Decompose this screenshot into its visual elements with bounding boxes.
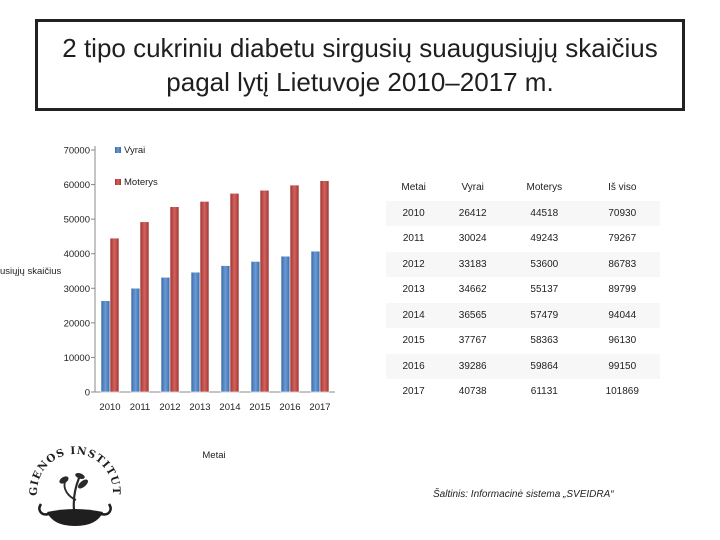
table-cell: 44518 (504, 200, 585, 226)
bar-moterys (289, 184, 300, 393)
y-tick-label: 20000 (64, 318, 90, 329)
bar-moterys (319, 180, 330, 393)
x-axis-title: Metai (202, 450, 225, 461)
table-row: 2010 26412 44518 70930 (386, 200, 660, 226)
table-cell: 2012 (386, 251, 442, 277)
y-axis-title: usiųjų skaičius (0, 266, 61, 277)
table-header-row: Metai Vyrai Moterys Iš viso (386, 175, 660, 201)
table-cell: 37767 (441, 328, 505, 354)
svg-text:HIGIENOS INSTITUTAS: HIGIENOS INSTITUTAS (27, 440, 122, 496)
table-cell: 2011 (386, 226, 442, 252)
table-header-men: Vyrai (441, 175, 505, 201)
table-header-total: Iš viso (584, 175, 660, 201)
table-cell: 86783 (584, 251, 660, 277)
table-cell: 2017 (386, 379, 442, 405)
x-tick-label: 2011 (130, 402, 150, 413)
table-row: 2016 39286 59864 99150 (386, 353, 660, 379)
table-cell: 34662 (441, 277, 505, 303)
table-row: 2013 34662 55137 89799 (386, 277, 660, 303)
legend-label-vyrai: Vyrai (124, 145, 145, 156)
x-tick-label: 2017 (309, 402, 330, 413)
y-tick-label: 50000 (64, 215, 90, 226)
bar-vyrai (130, 287, 141, 393)
table-cell: 58363 (504, 328, 585, 354)
table-header-year: Metai (386, 175, 442, 201)
data-table: Metai Vyrai Moterys Iš viso 2010 26412 4… (386, 175, 660, 405)
x-tick-label: 2012 (159, 402, 180, 413)
table-cell: 101869 (584, 379, 660, 405)
bar-vyrai (250, 261, 261, 393)
institute-logo: HIGIENOS INSTITUTAS (27, 440, 122, 526)
table-cell: 70930 (584, 200, 660, 226)
table-cell: 2014 (386, 302, 442, 328)
bar-vyrai (160, 276, 171, 393)
table-cell: 2013 (386, 277, 442, 303)
bar-moterys (139, 221, 150, 393)
table-cell: 36565 (441, 302, 505, 328)
source-note: Šaltinis: Informacinė sistema „SVEIDRA“ (433, 489, 614, 500)
y-tick-label: 0 (85, 388, 90, 399)
y-tick-label: 40000 (64, 249, 90, 260)
table-cell: 94044 (584, 302, 660, 328)
bar-moterys (169, 206, 180, 393)
table-cell: 55137 (504, 277, 585, 303)
table-cell: 33183 (441, 251, 505, 277)
x-tick-label: 2013 (189, 402, 210, 413)
table-row: 2012 33183 53600 86783 (386, 251, 660, 277)
bar-moterys (229, 192, 240, 393)
y-tick-label: 10000 (64, 353, 90, 364)
bar-vyrai (310, 250, 321, 393)
bar-vyrai (100, 300, 111, 393)
table-cell: 2015 (386, 328, 442, 354)
table-cell: 89799 (584, 277, 660, 303)
table-cell: 2010 (386, 200, 442, 226)
table-cell: 79267 (584, 226, 660, 252)
y-tick-label: 70000 (64, 146, 90, 157)
table-cell: 61131 (504, 379, 585, 405)
table-cell: 96130 (584, 328, 660, 354)
bar-vyrai (190, 271, 201, 393)
table-cell: 30024 (441, 226, 505, 252)
table-row: 2011 30024 49243 79267 (386, 226, 660, 252)
x-tick-label: 2010 (99, 402, 120, 413)
chart-title: 2 tipo cukriniu diabetu sirgusių suaugus… (62, 33, 658, 97)
table-cell: 40738 (441, 379, 505, 405)
table-cell: 59864 (504, 353, 585, 379)
bar-moterys (109, 237, 120, 393)
legend-label-moterys: Moterys (124, 177, 158, 188)
table-cell: 49243 (504, 226, 585, 252)
x-tick-label: 2015 (249, 402, 270, 413)
bar-vyrai (280, 255, 291, 393)
x-tick-label: 2016 (279, 402, 300, 413)
table-cell: 39286 (441, 353, 505, 379)
title-box: 2 tipo cukriniu diabetu sirgusių suaugus… (35, 19, 685, 111)
table-row: 2015 37767 58363 96130 (386, 328, 660, 354)
table-cell: 99150 (584, 353, 660, 379)
logo-text: HIGIENOS INSTITUTAS (27, 440, 121, 496)
table-cell: 53600 (504, 251, 585, 277)
table-header-women: Moterys (504, 175, 585, 201)
x-tick-label: 2014 (219, 402, 240, 413)
y-tick-label: 60000 (64, 180, 90, 191)
bar-moterys (199, 201, 210, 393)
legend-swatch-vyrai (115, 147, 121, 153)
table-cell: 26412 (441, 200, 505, 226)
bar-moterys (259, 189, 270, 393)
table-row: 2017 40738 61131 101869 (386, 379, 660, 405)
y-tick-label: 30000 (64, 284, 90, 295)
bar-vyrai (220, 265, 231, 393)
table-row: 2014 36565 57479 94044 (386, 302, 660, 328)
table-cell: 57479 (504, 302, 585, 328)
legend-swatch-moterys (115, 179, 121, 185)
table-cell: 2016 (386, 353, 442, 379)
